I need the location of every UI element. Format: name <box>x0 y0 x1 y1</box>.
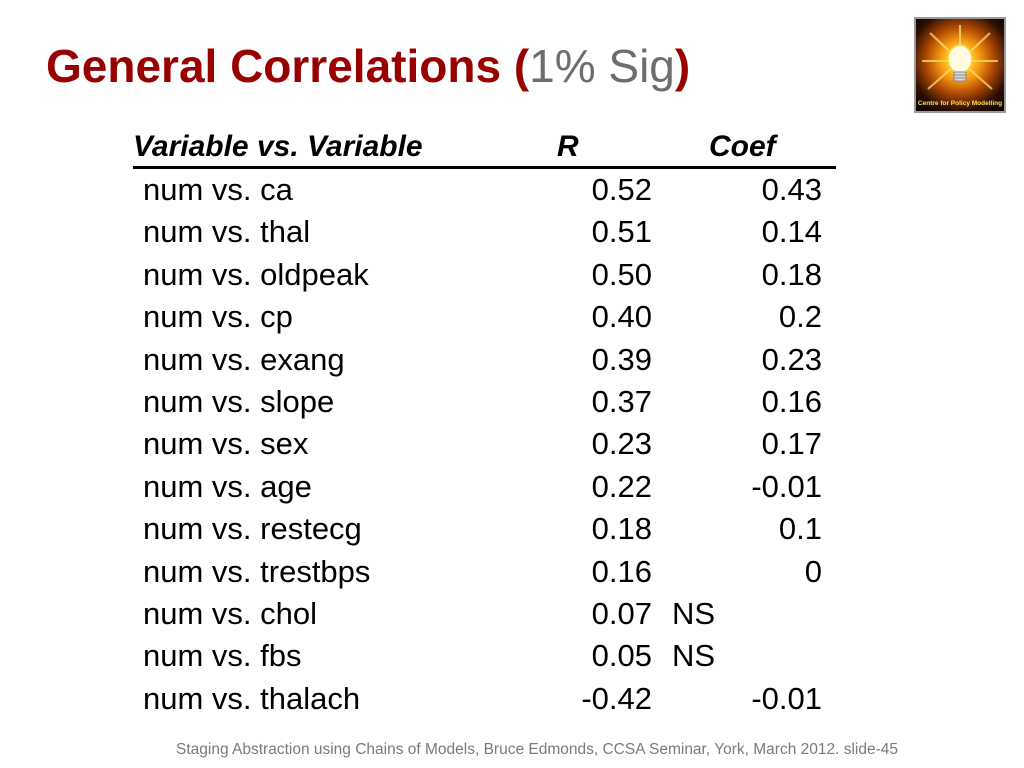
cell-variable: num vs. ca <box>143 172 293 207</box>
title-significance: 1% Sig <box>529 40 675 92</box>
table-body: num vs. ca 0.52 0.43 num vs. thal 0.51 0.14 nu… <box>133 169 836 720</box>
table-row: num vs. cp 0.40 0.2 <box>133 296 836 338</box>
slide-title: General Correlations (1% Sig) <box>46 38 690 94</box>
cell-coef: NS <box>672 638 716 674</box>
cell-r: 0.22 <box>591 468 652 504</box>
cell-variable: num vs. fbs <box>143 638 302 674</box>
cell-coef: NS <box>672 595 716 631</box>
table-row: num vs. slope 0.37 0.16 <box>133 381 836 423</box>
title-close-paren: ) <box>674 40 691 92</box>
table-row: num vs. age 0.22 -0.01 <box>133 466 836 508</box>
header-r: R <box>557 130 579 163</box>
cpm-logo: Centre for Policy Modelling <box>914 17 1006 113</box>
cell-r: 0.39 <box>591 341 652 377</box>
cell-variable: num vs. sex <box>143 426 309 462</box>
cell-variable: num vs. age <box>143 468 312 504</box>
logo-caption: Centre for Policy Modelling <box>917 100 1003 107</box>
cell-coef: 0.43 <box>761 172 822 207</box>
table-row: num vs. exang 0.39 0.23 <box>133 339 836 381</box>
cell-coef: 0.2 <box>778 299 822 335</box>
table-row: num vs. oldpeak 0.50 0.18 <box>133 254 836 296</box>
cell-coef: 0.23 <box>761 341 822 377</box>
title-main: General Correlations ( <box>46 40 530 92</box>
cell-variable: num vs. slope <box>143 383 335 419</box>
cell-variable: num vs. exang <box>143 341 345 377</box>
cell-variable: num vs. thal <box>143 214 311 250</box>
cell-variable: num vs. thalach <box>143 680 361 716</box>
cell-r: 0.23 <box>591 426 652 462</box>
cell-r: 0.52 <box>591 172 652 207</box>
cell-r: 0.40 <box>591 299 652 335</box>
cell-r: 0.05 <box>591 638 652 674</box>
cell-coef: 0.1 <box>778 511 822 547</box>
cell-r: 0.16 <box>591 553 652 589</box>
lightbulb-icon <box>922 25 998 90</box>
cell-coef: 0.17 <box>761 426 822 462</box>
table-row: num vs. trestbps 0.16 0 <box>133 551 836 593</box>
table-header: Variable vs. Variable R Coef <box>133 126 836 169</box>
cell-r: 0.07 <box>591 595 652 631</box>
cell-variable: num vs. trestbps <box>143 553 371 589</box>
cell-coef: 0.14 <box>761 214 822 250</box>
header-coef: Coef <box>709 130 776 163</box>
cell-r: 0.50 <box>591 256 652 292</box>
cell-r: 0.37 <box>591 383 652 419</box>
cell-r: -0.42 <box>581 680 652 716</box>
cell-variable: num vs. restecg <box>143 511 362 547</box>
cell-coef: 0.18 <box>761 256 822 292</box>
cell-r: 0.51 <box>591 214 652 250</box>
slide-footer: Staging Abstraction using Chains of Mode… <box>176 741 898 758</box>
cell-variable: num vs. cp <box>143 299 293 335</box>
header-variable: Variable vs. Variable <box>133 130 423 163</box>
table-row: num vs. thal 0.51 0.14 <box>133 211 836 253</box>
correlation-table: Variable vs. Variable R Coef num vs. ca 0… <box>133 126 836 720</box>
table-row: num vs. restecg 0.18 0.1 <box>133 508 836 550</box>
cell-coef: -0.01 <box>751 468 822 504</box>
table-row: num vs. fbs 0.05 NS <box>133 635 836 677</box>
cell-coef: 0 <box>804 553 822 589</box>
cell-r: 0.18 <box>591 511 652 547</box>
table-row: num vs. sex 0.23 0.17 <box>133 423 836 465</box>
cell-variable: num vs. oldpeak <box>143 256 369 292</box>
cell-variable: num vs. chol <box>143 595 318 631</box>
table-row: num vs. thalach -0.42 -0.01 <box>133 678 836 720</box>
table-row: num vs. chol 0.07 NS <box>133 593 836 635</box>
cell-coef: 0.16 <box>761 383 822 419</box>
cell-coef: -0.01 <box>751 680 822 716</box>
table-row: num vs. ca 0.52 0.43 <box>133 169 836 211</box>
